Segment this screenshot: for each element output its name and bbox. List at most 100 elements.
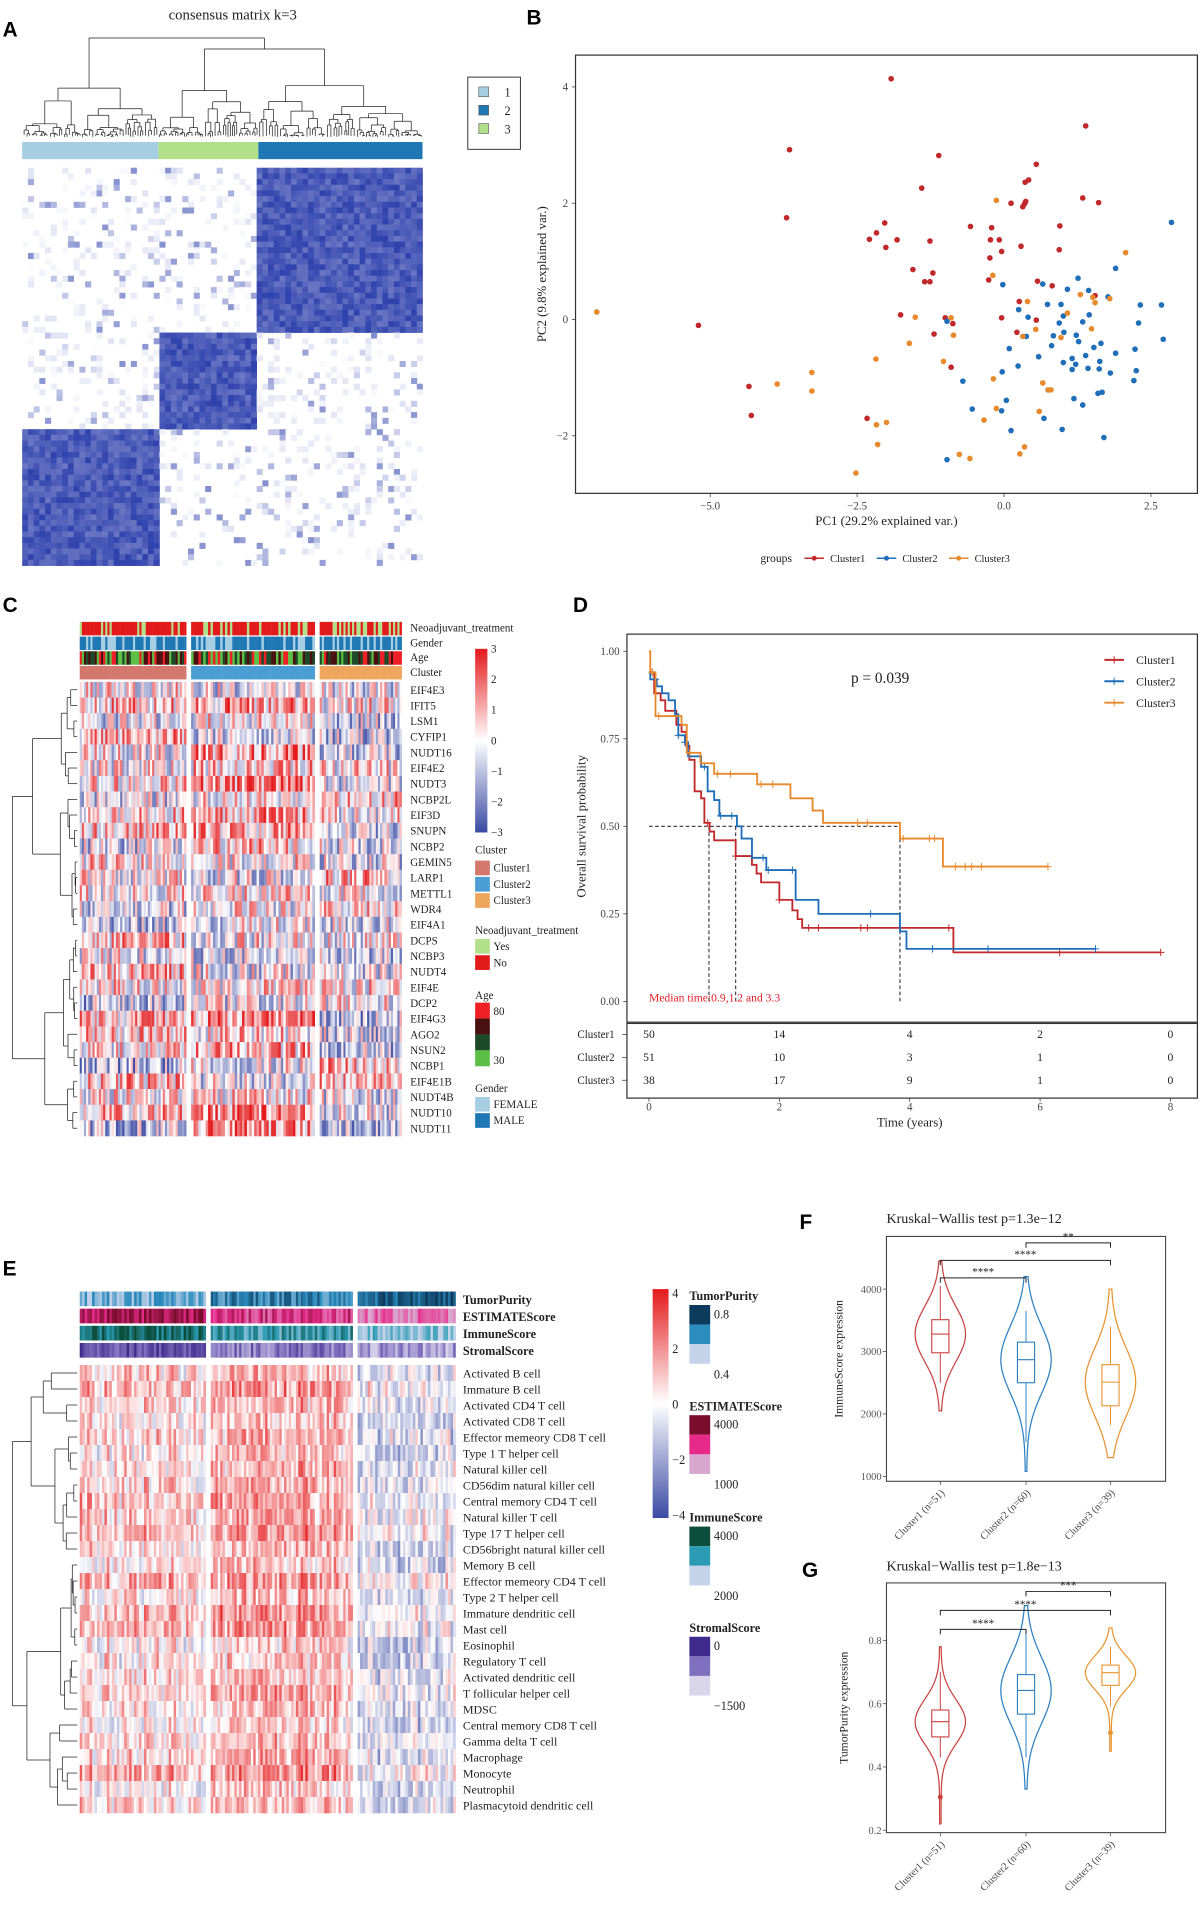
heatmap-cell xyxy=(79,252,86,260)
heatmap-cell xyxy=(73,486,80,493)
heatmap-cell xyxy=(111,807,115,824)
heatmap-cell xyxy=(111,1120,115,1137)
heatmap-cell xyxy=(250,213,258,220)
heatmap-cell xyxy=(79,463,86,470)
heatmap-cell xyxy=(83,681,87,698)
annotation-cluster-cell xyxy=(225,665,228,680)
annotation-age-cell xyxy=(330,651,333,665)
heatmap-cell xyxy=(142,457,149,464)
annotation-neoadjuvant-cell xyxy=(98,621,102,636)
heatmap-cell xyxy=(330,264,338,271)
annotation-neoadjuvant-cell xyxy=(126,621,129,636)
annotation-cluster-cell xyxy=(266,665,269,680)
heatmap-cell xyxy=(147,355,155,362)
heatmap-cell xyxy=(137,854,140,871)
annotation-gender-cell xyxy=(377,636,381,651)
heatmap-cell xyxy=(98,697,102,714)
heatmap-cell xyxy=(405,270,412,277)
heatmap-cell xyxy=(79,1104,83,1121)
heatmap-cell xyxy=(156,807,159,824)
heatmap-cell xyxy=(73,497,80,504)
heatmap-cell xyxy=(96,480,103,487)
heatmap-cell xyxy=(130,979,134,996)
annotation-cluster-cell xyxy=(118,665,121,680)
heatmap-cell xyxy=(342,173,349,180)
heatmap-cell xyxy=(290,525,298,532)
heatmap-cell xyxy=(177,1026,181,1043)
heatmap-cell xyxy=(33,525,40,532)
heatmap-cell xyxy=(164,822,168,839)
annotation-cluster-cell xyxy=(115,665,119,680)
heatmap-cell xyxy=(45,559,52,566)
heatmap-cell xyxy=(96,514,103,521)
heatmap-cell xyxy=(111,932,115,949)
heatmap-cell xyxy=(154,1073,157,1090)
heatmap-cell xyxy=(79,869,83,886)
panel-a-consensus-matrix: consensus matrix k=3 123 xyxy=(22,8,521,566)
heatmap-cell xyxy=(159,355,166,362)
heatmap-cell xyxy=(142,343,149,350)
heatmap-cell xyxy=(160,916,164,933)
heatmap-cell xyxy=(56,520,63,527)
heatmap-cell xyxy=(96,457,103,464)
heatmap-cell xyxy=(216,332,223,339)
heatmap-cell xyxy=(85,514,92,521)
heatmap-cell xyxy=(173,822,176,839)
heatmap-cell xyxy=(45,434,52,441)
heatmap-cell xyxy=(325,434,332,441)
heatmap-cell xyxy=(319,196,326,203)
annotation-age-cell xyxy=(347,651,351,665)
heatmap-cell xyxy=(113,440,120,447)
heatmap-cell xyxy=(73,480,80,487)
heatmap-cell xyxy=(22,514,29,521)
heatmap-cell xyxy=(359,389,366,396)
heatmap-cell xyxy=(128,822,132,839)
annotation-neoadjuvant-cell xyxy=(115,621,119,636)
heatmap-cell xyxy=(122,1010,125,1027)
heatmap-cell xyxy=(119,520,126,527)
heatmap-cell xyxy=(210,343,217,350)
annotation-age-cell xyxy=(271,651,274,665)
heatmap-cell xyxy=(411,372,418,379)
heatmap-cell xyxy=(273,230,280,237)
heatmap-cell xyxy=(126,713,129,730)
heatmap-cell xyxy=(376,338,383,345)
heatmap-cell xyxy=(359,224,366,231)
heatmap-cell xyxy=(22,451,29,458)
heatmap-cell xyxy=(162,916,166,933)
heatmap-cell xyxy=(102,514,109,521)
annotation-age-cell xyxy=(290,651,294,665)
heatmap-cell xyxy=(325,258,332,265)
heatmap-cell xyxy=(388,258,395,265)
annotation-age-cell xyxy=(312,651,316,665)
heatmap-cell xyxy=(130,713,134,730)
annotation-age-cell xyxy=(254,651,257,665)
heatmap-cell xyxy=(365,196,372,203)
heatmap-cell xyxy=(62,525,69,532)
annotation-cluster-cell xyxy=(164,665,168,680)
heatmap-cell xyxy=(130,1042,134,1058)
heatmap-cell xyxy=(98,838,102,855)
heatmap-cell xyxy=(411,554,418,561)
point-cluster2 xyxy=(1071,395,1077,402)
heatmap-cell xyxy=(262,548,269,555)
heatmap-cell xyxy=(296,270,303,277)
heatmap-cell xyxy=(79,548,86,555)
annotation-gender-cell xyxy=(150,636,153,651)
heatmap-cell xyxy=(147,434,155,441)
heatmap-cell xyxy=(153,440,160,447)
heatmap-cell xyxy=(39,486,46,493)
heatmap-cell xyxy=(250,383,258,390)
heatmap-cell xyxy=(313,167,320,174)
heatmap-cell xyxy=(142,542,149,549)
heatmap-cell xyxy=(302,349,309,356)
heatmap-cell xyxy=(136,429,143,436)
heatmap-cell xyxy=(411,218,418,225)
heatmap-cell xyxy=(137,1042,140,1058)
heatmap-cell xyxy=(181,713,185,730)
annotation-gender-cell xyxy=(386,636,389,651)
heatmap-cell xyxy=(22,457,29,464)
heatmap-cell xyxy=(256,298,263,305)
heatmap-cell xyxy=(92,1073,95,1090)
heatmap-cell xyxy=(371,298,378,305)
